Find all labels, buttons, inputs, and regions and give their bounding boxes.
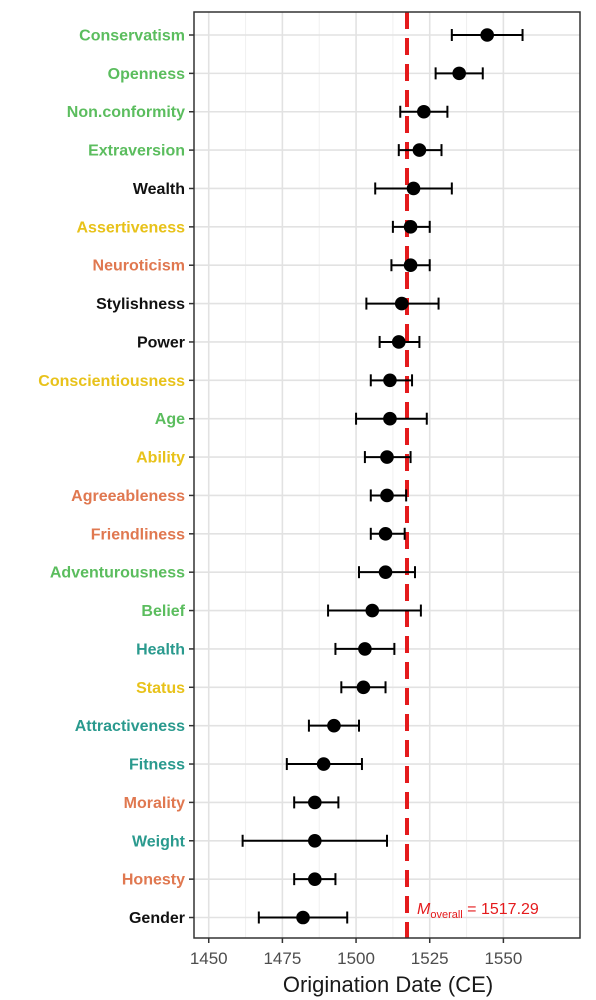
category-label-assertiveness: Assertiveness [76,219,185,236]
category-label-openness: Openness [108,66,185,83]
annotation-symbol: M [417,901,431,918]
category-label-extraversion: Extraversion [88,143,185,160]
point-weight [308,833,322,848]
overall-mean-annotation: Moverall = 1517.29 [417,901,539,921]
category-label-conscientiousness: Conscientiousness [38,373,185,390]
point-fitness [316,757,331,771]
x-tick-label: 1525 [411,949,449,968]
point-morality [308,795,322,810]
point-conservatism [480,28,494,42]
point-power [391,335,406,349]
category-label-status: Status [136,680,185,697]
point-friendliness [378,527,393,541]
point-non-conformity [417,104,431,119]
category-label-gender: Gender [129,910,185,927]
point-attractiveness [327,718,341,733]
category-label-attractiveness: Attractiveness [75,718,185,735]
point-gender [296,910,310,925]
category-label-ability: Ability [136,450,185,467]
category-label-weight: Weight [132,833,186,850]
point-wealth [406,181,421,196]
category-label-power: Power [137,334,185,351]
point-belief [365,603,380,618]
plot-panel-background [194,12,580,938]
x-axis-title: Origination Date (CE) [283,972,493,997]
x-tick-label: 1550 [484,949,522,968]
annotation-value: = 1517.29 [463,901,539,918]
annotation-subscript: overall [430,909,462,921]
point-status [356,680,371,695]
point-neuroticism [403,258,418,273]
category-label-friendliness: Friendliness [91,526,185,543]
category-label-belief: Belief [141,603,185,620]
category-label-honesty: Honesty [122,872,185,889]
x-tick-label: 1450 [190,949,228,968]
category-label-non-conformity: Non.conformity [67,104,185,121]
category-label-agreeableness: Agreeableness [71,488,185,505]
point-conscientiousness [383,373,397,388]
point-adventurousness [378,565,393,579]
category-label-stylishness: Stylishness [96,296,185,313]
point-openness [452,66,466,81]
category-label-conservatism: Conservatism [79,28,185,45]
category-label-neuroticism: Neuroticism [93,258,185,275]
point-age [383,411,397,426]
x-tick-label: 1500 [337,949,375,968]
x-tick-label: 1475 [263,949,301,968]
plot-panel-border [193,11,581,939]
data-points [296,28,494,925]
point-health [358,642,372,656]
category-label-adventurousness: Adventurousness [50,565,185,582]
point-ability [380,450,394,464]
category-label-fitness: Fitness [129,757,185,774]
category-label-health: Health [136,641,185,658]
point-agreeableness [380,488,394,503]
category-label-wealth: Wealth [133,181,185,198]
point-honesty [308,872,322,886]
y-axis-ticks [189,34,194,919]
y-axis-category-labels: Conservatism Openness Non.conformity Extrav… [38,28,185,928]
category-label-age: Age [155,411,185,428]
point-assertiveness [403,220,418,234]
category-label-morality: Morality [124,795,185,812]
x-axis-ticks: 1450 1475 1500 1525 1550 [190,938,522,968]
point-extraversion [412,143,427,157]
point-stylishness [394,296,409,311]
